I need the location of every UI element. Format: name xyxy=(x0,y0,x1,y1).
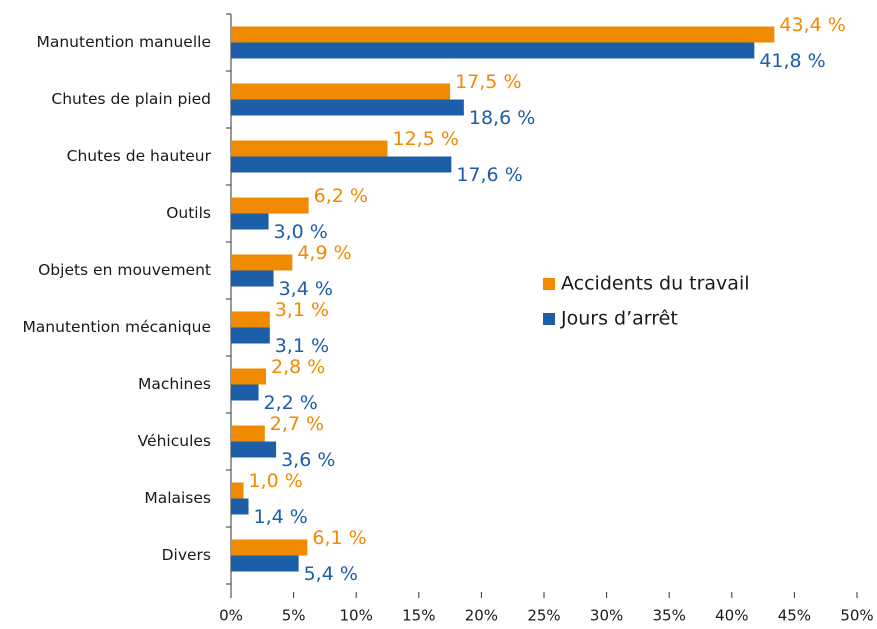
value-label: 1,0 % xyxy=(249,470,303,492)
category-label: Machines xyxy=(138,375,211,393)
category-label: Manutention mécanique xyxy=(22,318,211,336)
value-label: 43,4 % xyxy=(779,14,845,36)
bar xyxy=(231,311,270,328)
x-tick-label: 30% xyxy=(590,607,623,625)
value-label: 2,2 % xyxy=(264,392,318,414)
value-label: 2,8 % xyxy=(271,356,325,378)
x-tick-label: 35% xyxy=(653,607,686,625)
legend-swatch xyxy=(543,278,555,290)
bar xyxy=(231,384,259,401)
x-tick-label: 5% xyxy=(282,607,306,625)
x-tick-label: 45% xyxy=(778,607,811,625)
value-label: 3,1 % xyxy=(275,299,329,321)
legend-label: Accidents du travail xyxy=(561,273,750,295)
bar xyxy=(231,425,265,442)
bar xyxy=(231,26,775,43)
bar xyxy=(231,156,452,173)
bar xyxy=(231,83,451,100)
bar xyxy=(231,270,274,287)
bar xyxy=(231,539,308,556)
bar xyxy=(231,441,277,458)
value-label: 3,1 % xyxy=(275,335,329,357)
x-tick-label: 50% xyxy=(840,607,873,625)
category-label: Divers xyxy=(162,546,211,564)
category-label: Chutes de plain pied xyxy=(51,90,211,108)
category-label: Outils xyxy=(166,204,211,222)
value-label: 3,0 % xyxy=(274,221,328,243)
value-label: 6,2 % xyxy=(314,185,368,207)
value-label: 5,4 % xyxy=(304,563,358,585)
bar xyxy=(231,99,464,116)
value-label: 6,1 % xyxy=(312,527,366,549)
value-label: 3,6 % xyxy=(281,449,335,471)
value-label: 1,4 % xyxy=(254,506,308,528)
value-label: 2,7 % xyxy=(270,413,324,435)
legend-swatch xyxy=(543,313,555,325)
category-label: Manutention manuelle xyxy=(36,33,211,51)
x-tick-label: 25% xyxy=(527,607,560,625)
x-tick-label: 40% xyxy=(715,607,748,625)
category-label: Objets en mouvement xyxy=(38,261,211,279)
bar xyxy=(231,197,309,214)
bar xyxy=(231,140,388,157)
bar xyxy=(231,327,270,344)
value-label: 4,9 % xyxy=(297,242,351,264)
bar xyxy=(231,213,269,230)
x-tick-label: 0% xyxy=(219,607,243,625)
bar xyxy=(231,482,244,499)
value-label: 17,6 % xyxy=(456,164,522,186)
legend-label: Jours d’arrêt xyxy=(560,308,678,330)
bar xyxy=(231,555,299,572)
x-tick-label: 15% xyxy=(402,607,435,625)
value-label: 12,5 % xyxy=(393,128,459,150)
bar xyxy=(231,498,249,515)
value-label: 3,4 % xyxy=(279,278,333,300)
value-label: 18,6 % xyxy=(469,107,535,129)
x-tick-label: 10% xyxy=(340,607,373,625)
value-label: 17,5 % xyxy=(455,71,521,93)
category-label: Malaises xyxy=(144,489,211,507)
bar xyxy=(231,42,755,59)
bar xyxy=(231,254,293,271)
category-label: Véhicules xyxy=(138,432,211,450)
bar xyxy=(231,368,267,385)
x-tick-label: 20% xyxy=(465,607,498,625)
category-label: Chutes de hauteur xyxy=(67,147,212,165)
value-label: 41,8 % xyxy=(759,50,825,72)
